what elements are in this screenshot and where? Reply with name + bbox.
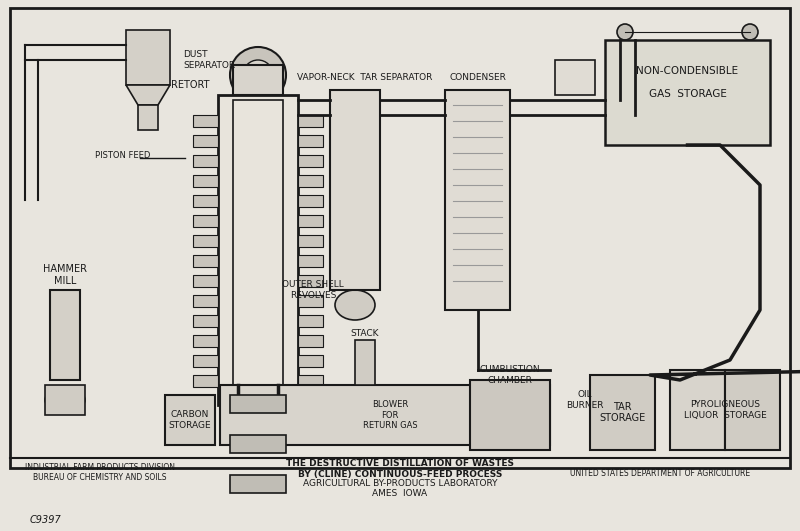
Text: PYROLIGNEOUS
LIQUOR  STORAGE: PYROLIGNEOUS LIQUOR STORAGE — [684, 400, 766, 419]
Bar — [298, 355, 323, 367]
Text: OUTER SHELL
REVOLVES: OUTER SHELL REVOLVES — [282, 280, 344, 299]
Bar — [138, 105, 158, 130]
Bar — [233, 100, 283, 400]
Bar — [298, 195, 323, 207]
Bar — [555, 60, 595, 95]
Text: CUMBUSTION
CHAMBER: CUMBUSTION CHAMBER — [480, 365, 540, 384]
Circle shape — [742, 24, 758, 40]
Bar — [298, 115, 323, 127]
Bar — [218, 95, 298, 405]
Bar — [193, 375, 218, 387]
Bar — [193, 315, 218, 327]
Bar — [298, 335, 323, 347]
Text: HAMMER
MILL: HAMMER MILL — [43, 264, 87, 286]
Bar — [193, 235, 218, 247]
Text: RETORT: RETORT — [170, 80, 210, 90]
Bar — [298, 255, 323, 267]
Bar — [298, 295, 323, 307]
Bar — [298, 235, 323, 247]
Bar — [193, 135, 218, 147]
Bar — [193, 275, 218, 287]
Bar — [298, 155, 323, 167]
Bar — [590, 375, 655, 450]
Ellipse shape — [335, 290, 375, 320]
Text: PISTON FEED: PISTON FEED — [95, 150, 150, 159]
Circle shape — [617, 24, 633, 40]
Bar — [298, 215, 323, 227]
Ellipse shape — [45, 388, 85, 413]
Bar — [233, 65, 283, 95]
Bar — [298, 375, 323, 387]
Bar — [725, 370, 780, 450]
Text: DUST
SEPARATOR: DUST SEPARATOR — [183, 50, 235, 70]
Text: CARBON
STORAGE: CARBON STORAGE — [169, 410, 211, 430]
Text: VAPOR-NECK  TAR SEPARATOR: VAPOR-NECK TAR SEPARATOR — [298, 73, 433, 82]
Bar — [230, 475, 286, 493]
Bar — [10, 8, 790, 468]
Bar — [220, 385, 550, 445]
Ellipse shape — [342, 130, 367, 250]
Text: OIL
BURNER: OIL BURNER — [566, 390, 604, 410]
Text: THE DESTRUCTIVE DISTILLATION OF WASTES: THE DESTRUCTIVE DISTILLATION OF WASTES — [286, 459, 514, 468]
Bar — [445, 90, 510, 310]
Bar — [193, 295, 218, 307]
Bar — [193, 115, 218, 127]
Circle shape — [258, 393, 302, 437]
Text: INDUSTRIAL FARM PRODUCTS DIVISION: INDUSTRIAL FARM PRODUCTS DIVISION — [25, 464, 175, 473]
Bar — [193, 175, 218, 187]
Circle shape — [243, 60, 273, 90]
Circle shape — [230, 47, 286, 103]
Bar — [230, 435, 286, 453]
Text: AGRICULTURAL BY-PRODUCTS LABORATORY: AGRICULTURAL BY-PRODUCTS LABORATORY — [302, 479, 498, 489]
Bar — [298, 175, 323, 187]
Text: STACK: STACK — [350, 329, 379, 338]
Bar — [605, 40, 770, 145]
Text: TAR
STORAGE: TAR STORAGE — [599, 401, 646, 423]
Text: BLOWER
FOR
RETURN GAS: BLOWER FOR RETURN GAS — [362, 400, 418, 430]
Text: UNITED STATES DEPARTMENT OF AGRICULTURE: UNITED STATES DEPARTMENT OF AGRICULTURE — [570, 468, 750, 477]
Text: BY (CLINE) CONTINUOUS-FEED PROCESS: BY (CLINE) CONTINUOUS-FEED PROCESS — [298, 469, 502, 478]
Text: BUREAU OF CHEMISTRY AND SOILS: BUREAU OF CHEMISTRY AND SOILS — [34, 474, 166, 483]
Bar — [45, 385, 85, 415]
Bar — [470, 380, 550, 450]
Bar — [193, 155, 218, 167]
Text: CONDENSER: CONDENSER — [449, 73, 506, 82]
Circle shape — [308, 393, 352, 437]
Bar — [298, 315, 323, 327]
Text: AMES  IOWA: AMES IOWA — [373, 490, 427, 499]
Bar — [298, 275, 323, 287]
Bar — [670, 370, 725, 450]
Circle shape — [362, 397, 398, 433]
Bar — [193, 215, 218, 227]
Text: NON-CONDENSIBLE

GAS  STORAGE: NON-CONDENSIBLE GAS STORAGE — [637, 66, 738, 99]
Bar — [355, 340, 375, 385]
Text: C9397: C9397 — [29, 515, 61, 525]
Bar — [330, 90, 380, 290]
Bar — [193, 355, 218, 367]
Bar — [165, 395, 215, 445]
Bar — [230, 395, 286, 413]
Bar — [193, 335, 218, 347]
Bar — [298, 135, 323, 147]
Polygon shape — [126, 85, 170, 105]
Bar — [193, 255, 218, 267]
Bar — [193, 195, 218, 207]
Bar — [126, 30, 170, 85]
Bar — [50, 290, 80, 380]
